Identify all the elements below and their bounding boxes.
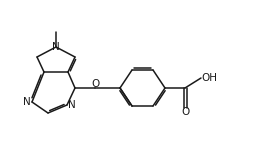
Text: O: O: [181, 107, 189, 117]
Text: N: N: [52, 42, 60, 52]
Text: OH: OH: [201, 73, 217, 83]
Text: N: N: [23, 97, 31, 107]
Text: O: O: [91, 79, 99, 89]
Text: N: N: [68, 100, 76, 110]
